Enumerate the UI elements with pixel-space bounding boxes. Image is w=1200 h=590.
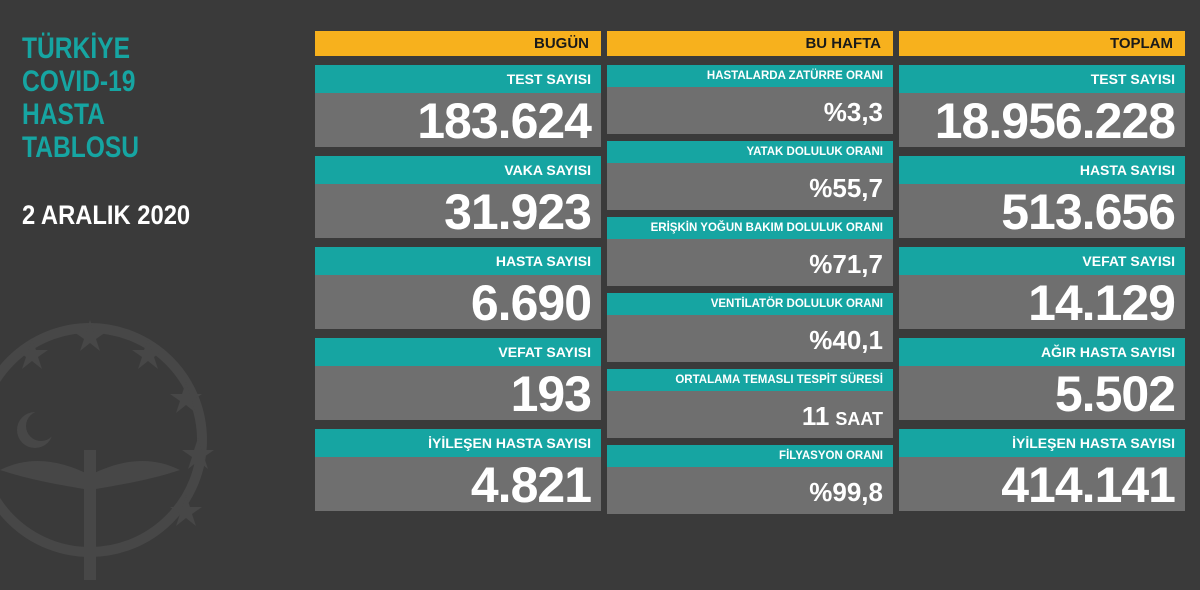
title-line: HASTA: [22, 98, 105, 131]
card-label: TEST SAYISI: [899, 65, 1185, 93]
total-heading: TOPLAM: [899, 31, 1185, 56]
dashboard-title: TÜRKİYE COVID-19 HASTA TABLOSU: [22, 32, 139, 164]
card-label: VEFAT SAYISI: [899, 247, 1185, 275]
card-value: 5.502: [1054, 366, 1176, 422]
week-card: YATAK DOLULUK ORANI %55,7: [607, 141, 893, 210]
title-line: TABLOSU: [22, 131, 140, 164]
card-value: 6.690: [470, 275, 592, 331]
card-label: VENTİLATÖR DOLULUK ORANI: [607, 293, 893, 315]
card-label: ORTALAMA TEMASLI TESPİT SÜRESİ: [607, 369, 893, 391]
total-card: HASTA SAYISI 513.656: [899, 156, 1185, 240]
week-card: HASTALARDA ZATÜRRE ORANI %3,3: [607, 65, 893, 134]
value-number: 11: [801, 401, 830, 431]
title-line: TÜRKİYE: [22, 32, 130, 65]
report-date: 2 ARALIK 2020: [22, 200, 191, 230]
card-value: 31.923: [444, 184, 592, 240]
today-card: HASTA SAYISI 6.690: [315, 247, 601, 331]
today-card: TEST SAYISI 183.624: [315, 65, 601, 149]
week-card: ERİŞKİN YOĞUN BAKIM DOLULUK ORANI %71,7: [607, 217, 893, 286]
card-label: YATAK DOLULUK ORANI: [607, 141, 893, 163]
card-label: HASTA SAYISI: [315, 247, 601, 275]
card-value: %3,3: [823, 97, 883, 127]
card-label: VAKA SAYISI: [315, 156, 601, 184]
today-card: VEFAT SAYISI 193: [315, 338, 601, 422]
today-card: İYİLEŞEN HASTA SAYISI 4.821: [315, 429, 601, 513]
today-column: BUGÜN TEST SAYISI 183.624 VAKA SAYISI 31…: [315, 31, 601, 513]
card-label: VEFAT SAYISI: [315, 338, 601, 366]
card-value: 14.129: [1028, 275, 1176, 331]
card-label: AĞIR HASTA SAYISI: [899, 338, 1185, 366]
card-label: ERİŞKİN YOĞUN BAKIM DOLULUK ORANI: [607, 217, 893, 239]
total-card: İYİLEŞEN HASTA SAYISI 414.141: [899, 429, 1185, 513]
card-value: 513.656: [1001, 184, 1176, 240]
week-card: VENTİLATÖR DOLULUK ORANI %40,1: [607, 293, 893, 362]
total-card: VEFAT SAYISI 14.129: [899, 247, 1185, 331]
card-value: %40,1: [809, 325, 883, 355]
card-value: 11 SAAT: [607, 391, 893, 438]
value-unit: SAAT: [835, 409, 883, 429]
title-line: COVID-19: [22, 65, 136, 98]
card-label: İYİLEŞEN HASTA SAYISI: [899, 429, 1185, 457]
week-column: BU HAFTA HASTALARDA ZATÜRRE ORANI %3,3 Y…: [607, 31, 893, 514]
card-value: %71,7: [809, 249, 883, 279]
card-value: 414.141: [1001, 457, 1176, 513]
card-value: %55,7: [809, 173, 883, 203]
card-label: FİLYASYON ORANI: [607, 445, 893, 467]
card-value: 18.956.228: [934, 93, 1176, 149]
week-card: FİLYASYON ORANI %99,8: [607, 445, 893, 514]
card-value: 193: [510, 366, 592, 422]
week-heading: BU HAFTA: [607, 31, 893, 56]
today-card: VAKA SAYISI 31.923: [315, 156, 601, 240]
ministry-of-health-emblem-icon: [0, 320, 214, 580]
total-card: AĞIR HASTA SAYISI 5.502: [899, 338, 1185, 422]
card-value: 183.624: [417, 93, 592, 149]
card-label: İYİLEŞEN HASTA SAYISI: [315, 429, 601, 457]
card-label: HASTALARDA ZATÜRRE ORANI: [607, 65, 893, 87]
total-card: TEST SAYISI 18.956.228: [899, 65, 1185, 149]
card-value: 4.821: [470, 457, 592, 513]
card-value: %99,8: [809, 477, 883, 507]
today-heading: BUGÜN: [315, 31, 601, 56]
total-column: TOPLAM TEST SAYISI 18.956.228 HASTA SAYI…: [899, 31, 1185, 513]
week-card: ORTALAMA TEMASLI TESPİT SÜRESİ 11 SAAT: [607, 369, 893, 438]
card-label: TEST SAYISI: [315, 65, 601, 93]
card-label: HASTA SAYISI: [899, 156, 1185, 184]
